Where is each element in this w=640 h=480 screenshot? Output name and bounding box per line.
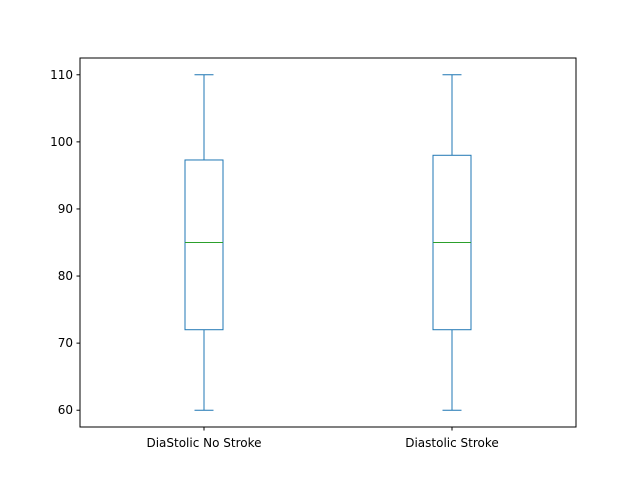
y-tick-label: 110: [50, 68, 73, 82]
y-tick-label: 100: [50, 135, 73, 149]
y-tick-label: 80: [58, 269, 73, 283]
y-tick-label: 60: [58, 403, 73, 417]
box-group: [432, 74, 472, 411]
x-tick-label: Diastolic Stroke: [405, 436, 499, 450]
y-tick-label: 90: [58, 202, 73, 216]
y-tick-label: 70: [58, 336, 73, 350]
iqr-box: [184, 159, 224, 331]
box-group: [184, 74, 224, 411]
plot-frame: [79, 57, 577, 428]
y-axis: 60 70 80 90 100 110: [50, 68, 80, 417]
boxes-layer: [184, 74, 472, 411]
x-axis: DiaStolic No Stroke Diastolic Stroke: [146, 427, 499, 450]
x-tick-label: DiaStolic No Stroke: [146, 436, 261, 450]
